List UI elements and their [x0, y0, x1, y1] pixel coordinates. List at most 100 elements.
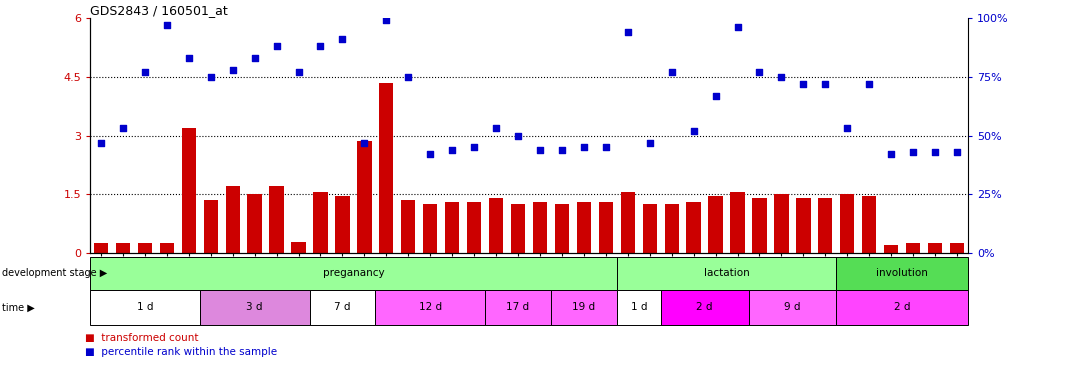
Bar [749, 290, 837, 325]
Text: involution: involution [876, 268, 928, 278]
Bar [551, 290, 616, 325]
Text: 1 d: 1 d [630, 303, 647, 313]
Point [268, 43, 285, 49]
Bar [577, 202, 591, 253]
Text: 1 d: 1 d [137, 303, 153, 313]
Text: 3 d: 3 d [246, 303, 263, 313]
Text: ■  percentile rank within the sample: ■ percentile rank within the sample [85, 347, 277, 357]
Point [465, 144, 483, 150]
Bar [837, 257, 968, 290]
Point [378, 17, 395, 23]
Point [576, 144, 593, 150]
Bar [687, 202, 701, 253]
Text: 9 d: 9 d [784, 303, 800, 313]
Bar [401, 200, 415, 253]
Bar [533, 202, 547, 253]
Bar [90, 290, 200, 325]
Bar [357, 141, 371, 253]
Point [224, 67, 241, 73]
Bar [94, 243, 108, 253]
Text: 17 d: 17 d [506, 303, 530, 313]
Bar [510, 204, 525, 253]
Point [860, 81, 877, 87]
Point [685, 128, 702, 134]
Bar [335, 196, 350, 253]
Point [114, 126, 132, 132]
Point [751, 69, 768, 75]
Bar [616, 257, 837, 290]
Point [180, 55, 197, 61]
Point [816, 81, 834, 87]
Bar [200, 290, 309, 325]
Bar [376, 290, 485, 325]
Bar [664, 204, 678, 253]
Point [92, 139, 109, 146]
Text: 19 d: 19 d [572, 303, 595, 313]
Point [400, 74, 417, 80]
Bar [884, 245, 899, 253]
Bar [708, 196, 722, 253]
Point [620, 29, 637, 35]
Bar [116, 243, 131, 253]
Bar [643, 204, 657, 253]
Bar [90, 257, 616, 290]
Point [707, 93, 724, 99]
Bar [906, 243, 920, 253]
Bar [489, 198, 503, 253]
Bar [138, 243, 152, 253]
Bar [467, 202, 482, 253]
Text: preganancy: preganancy [322, 268, 384, 278]
Point [202, 74, 219, 80]
Point [158, 22, 175, 28]
Bar [616, 290, 660, 325]
Point [597, 144, 614, 150]
Text: time ▶: time ▶ [2, 303, 35, 313]
Point [729, 24, 746, 30]
Point [509, 132, 526, 139]
Point [553, 147, 570, 153]
Point [795, 81, 812, 87]
Point [422, 151, 439, 157]
Bar [203, 200, 218, 253]
Text: 12 d: 12 d [418, 303, 442, 313]
Bar [247, 194, 262, 253]
Bar [291, 242, 306, 253]
Bar [554, 204, 569, 253]
Point [883, 151, 900, 157]
Point [246, 55, 263, 61]
Point [839, 126, 856, 132]
Point [641, 139, 658, 146]
Point [136, 69, 153, 75]
Bar [423, 204, 438, 253]
Bar [309, 290, 376, 325]
Bar [928, 243, 943, 253]
Point [904, 149, 921, 155]
Point [532, 147, 549, 153]
Bar [485, 290, 551, 325]
Text: ■  transformed count: ■ transformed count [85, 333, 198, 343]
Text: GDS2843 / 160501_at: GDS2843 / 160501_at [90, 4, 228, 17]
Bar [159, 243, 174, 253]
Bar [379, 83, 394, 253]
Bar [862, 196, 876, 253]
Bar [660, 290, 749, 325]
Point [444, 147, 461, 153]
Bar [182, 127, 196, 253]
Text: development stage ▶: development stage ▶ [2, 268, 107, 278]
Text: 2 d: 2 d [893, 303, 911, 313]
Point [927, 149, 944, 155]
Text: 7 d: 7 d [334, 303, 351, 313]
Point [334, 36, 351, 42]
Point [356, 139, 373, 146]
Text: 2 d: 2 d [697, 303, 713, 313]
Bar [775, 194, 789, 253]
Bar [270, 186, 284, 253]
Bar [445, 202, 459, 253]
Bar [837, 290, 968, 325]
Point [663, 69, 681, 75]
Point [290, 69, 307, 75]
Point [773, 74, 790, 80]
Bar [599, 202, 613, 253]
Point [312, 43, 330, 49]
Bar [314, 192, 327, 253]
